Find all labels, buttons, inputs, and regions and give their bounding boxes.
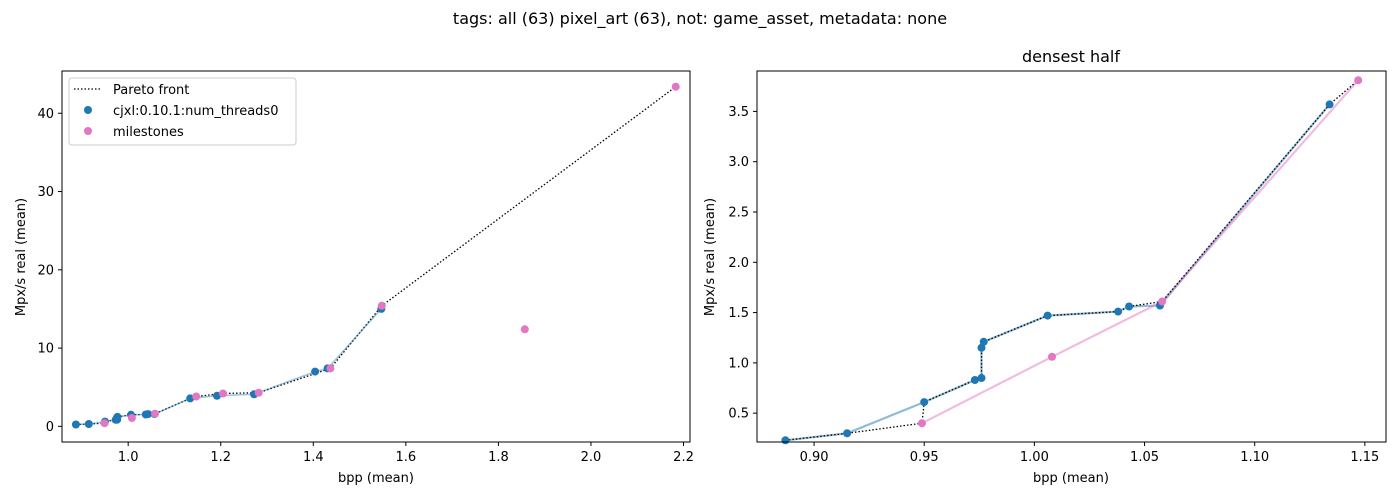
left-point-cjxl bbox=[71, 420, 80, 429]
left-point-milestone bbox=[326, 364, 335, 373]
right-x-tick-label: 1.05 bbox=[1130, 450, 1159, 465]
left-point-milestone bbox=[100, 419, 109, 428]
right-point-cjxl bbox=[977, 374, 986, 382]
right-point-cjxl bbox=[1325, 100, 1334, 109]
left-point-milestone bbox=[377, 301, 386, 310]
right-chart-title: densest half bbox=[1022, 47, 1120, 66]
right-point-cjxl bbox=[920, 398, 929, 407]
right-point-cjxl bbox=[977, 343, 986, 352]
right-point-cjxl bbox=[1043, 311, 1052, 320]
left-point-cjxl bbox=[84, 420, 93, 428]
left-x-axis-label: bpp (mean) bbox=[338, 471, 414, 486]
left-point-milestone bbox=[254, 388, 263, 397]
legend-entry-milestones: milestones bbox=[113, 125, 184, 140]
left-x-tick-label: 1.8 bbox=[488, 450, 509, 465]
right-point-milestone bbox=[1048, 352, 1056, 361]
left-x-tick-label: 2.2 bbox=[673, 450, 694, 465]
left-y-axis-label: Mpx/s real (mean) bbox=[14, 198, 29, 316]
left-y-tick-label: 10 bbox=[37, 342, 54, 357]
right-plot-area bbox=[757, 71, 1386, 442]
legend: Pareto front cjxl:0.10.1:num_threads0 mi… bbox=[68, 77, 297, 146]
right-point-milestone bbox=[1354, 76, 1363, 85]
left-point-milestone bbox=[219, 389, 227, 398]
left-point-milestone bbox=[127, 414, 136, 422]
legend-cjxl-swatch bbox=[84, 106, 92, 114]
right-y-tick-label: 2.5 bbox=[728, 205, 749, 220]
left-y-tick-label: 20 bbox=[37, 263, 54, 278]
right-x-axis-label: bpp (mean) bbox=[1033, 471, 1109, 486]
left-point-milestone bbox=[192, 392, 201, 401]
right-point-milestone bbox=[918, 419, 926, 428]
right-y-axis-label: Mpx/s real (mean) bbox=[703, 198, 718, 316]
right-point-cjxl bbox=[979, 337, 988, 346]
right-x-tick-label: 0.95 bbox=[910, 450, 939, 465]
right-x-tick-label: 0.90 bbox=[800, 450, 829, 465]
right-point-cjxl bbox=[1125, 302, 1134, 311]
right-y-tick-label: 0.5 bbox=[728, 407, 749, 422]
legend-milestones-swatch bbox=[84, 127, 92, 135]
right-axes-frame bbox=[756, 70, 1387, 443]
left-axes-frame bbox=[61, 70, 691, 443]
legend-box bbox=[68, 77, 297, 146]
left-point-cjxl bbox=[186, 394, 195, 403]
left-point-milestone bbox=[520, 325, 529, 334]
right-point-cjxl bbox=[1114, 307, 1123, 316]
right-y-tick-label: 3.5 bbox=[728, 105, 749, 120]
left-point-cjxl bbox=[113, 412, 122, 421]
right-chart: densest half bpp (mean) Mpx/s real (mean… bbox=[703, 47, 1387, 486]
left-x-tick-label: 1.0 bbox=[118, 450, 139, 465]
right-y-tick-label: 3.0 bbox=[728, 155, 749, 170]
left-x-tick-label: 1.2 bbox=[210, 450, 231, 465]
legend-entry-cjxl: cjxl:0.10.1:num_threads0 bbox=[113, 104, 278, 119]
right-point-cjxl bbox=[970, 376, 979, 384]
left-point-cjxl bbox=[311, 367, 320, 376]
right-point-cjxl bbox=[781, 436, 790, 445]
right-x-tick-label: 1.00 bbox=[1020, 450, 1049, 465]
right-x-tick-label: 1.15 bbox=[1350, 450, 1379, 465]
right-y-tick-label: 2.0 bbox=[728, 256, 749, 271]
left-x-tick-label: 2.0 bbox=[581, 450, 602, 465]
left-y-tick-label: 0 bbox=[46, 420, 54, 435]
legend-entry-pareto: Pareto front bbox=[113, 83, 189, 98]
left-point-cjxl bbox=[144, 410, 153, 419]
left-y-tick-label: 40 bbox=[37, 107, 54, 122]
right-series-line-milestones bbox=[921, 79, 1360, 425]
left-point-milestone bbox=[671, 82, 680, 91]
right-y-tick-label: 1.0 bbox=[728, 356, 749, 371]
figure-suptitle: tags: all (63) pixel_art (63), not: game… bbox=[453, 9, 947, 29]
right-point-cjxl bbox=[843, 429, 852, 438]
right-point-milestone bbox=[1158, 297, 1167, 306]
left-point-milestone bbox=[151, 409, 159, 418]
left-x-tick-label: 1.4 bbox=[303, 450, 324, 465]
left-point-cjxl bbox=[213, 391, 221, 400]
right-y-tick-label: 1.5 bbox=[728, 306, 749, 321]
left-y-tick-label: 30 bbox=[37, 185, 54, 200]
left-x-tick-label: 1.6 bbox=[396, 450, 417, 465]
right-x-tick-label: 1.10 bbox=[1240, 450, 1269, 465]
